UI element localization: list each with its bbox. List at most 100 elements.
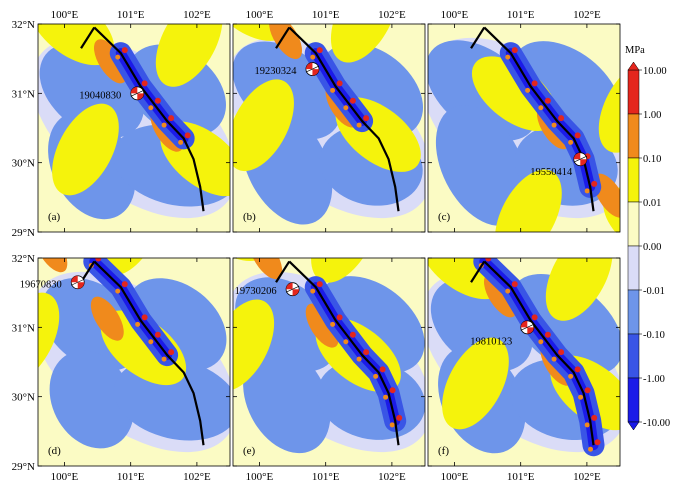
stress-field [428,258,620,466]
colorbar-label: 0.01 [643,198,661,209]
map-panel: 19730206 (e) 100°E 101°E 102°E [232,257,426,483]
stress-spot-positive [349,331,356,338]
colorbar: MPa 10.00 1.00 0.10 0.01 0.00 -0.01 -0.10 -1.00… [625,45,670,431]
colorbar-label: -1.00 [643,374,665,385]
stress-spot-positive [178,139,184,145]
map-panels: 19040830 (a) 100°E 101°E 102°E 32°N 31°N 30°N 29… [12,9,621,483]
colorbar-arrow-top [627,61,640,71]
lobe-positive [330,24,398,63]
stress-spot-positive [115,54,121,60]
fault-branch [470,26,486,49]
stress-spot-positive [115,288,121,294]
colorbar-label: -0.10 [643,330,665,341]
colorbar-label: -10.00 [643,418,670,429]
lobe-positive [38,292,60,385]
stress-spot-positive [383,394,389,400]
stress-field [233,24,425,232]
longitude-tick-label: 101°E [312,471,340,483]
beachball-icon [285,282,300,297]
beachball-icon [520,320,535,335]
lobe-positive [428,258,505,300]
stress-spot-positive [135,321,141,327]
latitude-tick-label: 30°N [12,158,35,170]
lobe-positive [545,258,613,321]
colorbar-swatches [627,61,640,431]
stress-spot-positive [184,132,191,139]
longitude-tick-label: 102°E [573,9,601,21]
panel-label: (a) [48,211,61,223]
colorbar-swatch [627,289,640,335]
lobe-positive-strong [269,24,303,60]
colorbar-swatch [627,333,640,379]
stress-field [38,24,230,232]
panel-frame [37,23,231,233]
latitude-tick-label: 29°N [12,227,35,239]
longitude-tick-label: 100°E [51,9,79,21]
colorbar-label: 0.10 [643,154,661,165]
fault-branch [275,260,291,283]
stress-spot-positive [511,47,518,54]
colorbar-label: -0.01 [643,286,665,297]
latitude-tick-label: 32°N [12,253,35,265]
stress-spot-positive [356,356,362,362]
colorbar-swatch [627,377,640,423]
lobe-positive [155,24,223,87]
event-date-label: 19730206 [235,286,277,297]
fault-trace [288,26,400,212]
colorbar-arrow-bottom [627,421,640,431]
stress-field [38,258,230,466]
stress-spot-positive [141,314,148,321]
stress-spot-positive [349,97,356,104]
map-panel: 19040830 (a) 100°E 101°E 102°E 32°N 31°N 30°N 29… [12,9,231,239]
event-date-label: 19670830 [20,279,62,290]
lobe-negative [243,345,331,454]
stress-spot-positive [538,105,544,111]
stress-spot-positive [551,122,557,128]
longitude-tick-label: 102°E [573,471,601,483]
panel-label: (f) [438,445,449,457]
colorbar-label: 0.00 [643,242,661,253]
lobe-positive [598,60,620,153]
stress-spot-positive [336,314,343,321]
stress-spot-positive [336,80,343,87]
event-date-label: 19810123 [470,336,512,347]
stress-spot-positive [161,122,167,128]
panel-frame [427,23,621,233]
longitude-tick-label: 101°E [117,471,145,483]
lobe-negative [49,350,134,449]
lobe-positive-strong [93,39,127,84]
longitude-tick-label: 100°E [441,471,469,483]
fault-trace [93,26,205,212]
lobe-positive-strong [593,173,620,218]
latitude-tick-label: 31°N [12,88,35,100]
stress-spot-positive [505,54,511,60]
panel-label: (e) [243,445,256,457]
stress-spot-positive [538,339,544,345]
event-date-label: 19230324 [254,66,297,77]
stress-spot-positive [330,321,336,327]
longitude-tick-label: 101°E [507,471,535,483]
stress-spot-positive [544,331,551,338]
latitude-tick-label: 29°N [12,461,35,473]
stress-spot-positive [356,122,362,128]
stress-spot-positive [584,422,590,428]
lobe-positive [52,103,119,196]
longitude-tick-label: 101°E [507,9,535,21]
stress-spot-positive [310,288,316,294]
lobe-positive-strong [90,296,124,341]
map-panel: 19810123 (f) 100°E 101°E 102°E [427,257,621,483]
lobe-negative [435,105,528,226]
beachball-icon [70,275,85,290]
stress-spot-positive [154,331,161,338]
fault-branch [470,260,486,283]
stress-spot-positive [148,339,154,345]
stress-spot-positive [574,132,581,139]
stress-spot-positive [531,314,538,321]
latitude-tick-label: 30°N [12,392,35,404]
longitude-tick-label: 100°E [246,9,274,21]
longitude-tick-label: 100°E [246,471,274,483]
stress-spot-positive [148,105,154,111]
fault-trace [93,260,205,446]
panel-frame [232,257,426,467]
